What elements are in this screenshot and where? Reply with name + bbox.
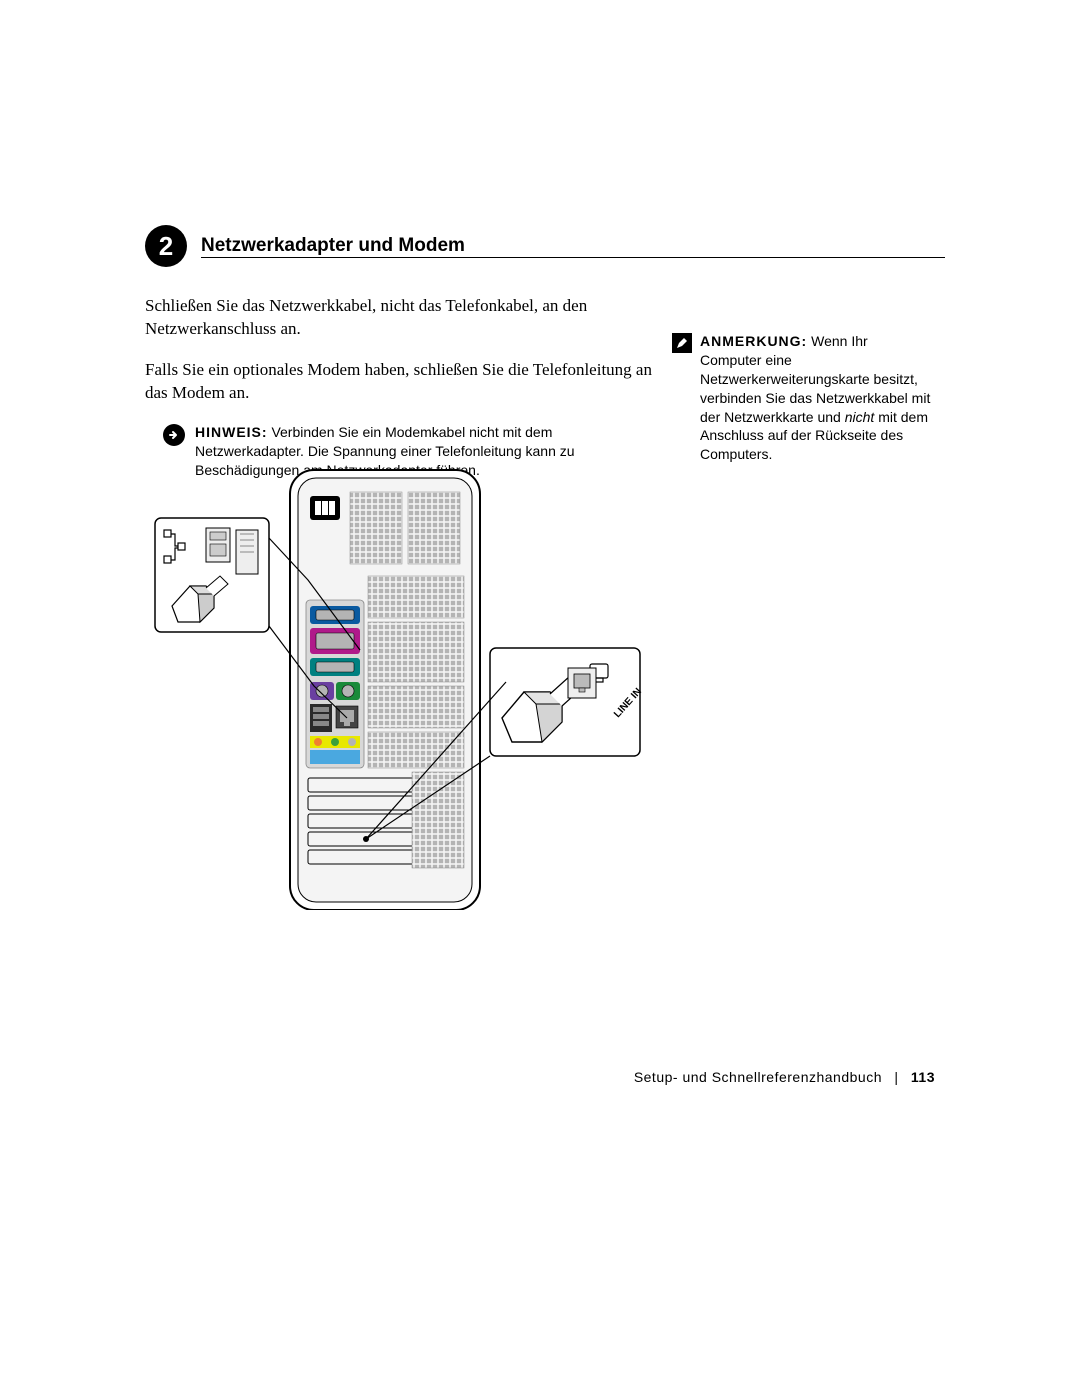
anmerkung-label: ANMERKUNG: (700, 333, 807, 349)
body-paragraph-2: Falls Sie ein optionales Modem haben, sc… (145, 359, 655, 405)
body-paragraph-1: Schließen Sie das Netzwerkkabel, nicht d… (145, 295, 655, 341)
step-title-wrap: Netzwerkadapter und Modem (201, 235, 945, 258)
step-title: Netzwerkadapter und Modem (201, 235, 945, 257)
step-number-badge: 2 (145, 225, 187, 267)
footer-text: Setup- und Schnellreferenzhandbuch (634, 1069, 882, 1085)
step-header: 2 Netzwerkadapter und Modem (145, 225, 945, 267)
footer-separator: | (894, 1069, 898, 1085)
arrow-circle-icon (163, 424, 185, 446)
hinweis-label: HINWEIS: (195, 424, 268, 440)
anmerkung-text: ANMERKUNG: Wenn Ihr Computer eine Netzwe… (700, 332, 932, 464)
anmerkung-italic: nicht (845, 409, 875, 425)
page-footer: Setup- und Schnellreferenzhandbuch | 113 (634, 1069, 935, 1085)
computer-tower-diagram: LINE IN (150, 450, 650, 910)
anmerkung-block: ANMERKUNG: Wenn Ihr Computer eine Netzwe… (672, 332, 932, 464)
pencil-note-icon (672, 333, 692, 353)
page-number: 113 (911, 1069, 935, 1085)
